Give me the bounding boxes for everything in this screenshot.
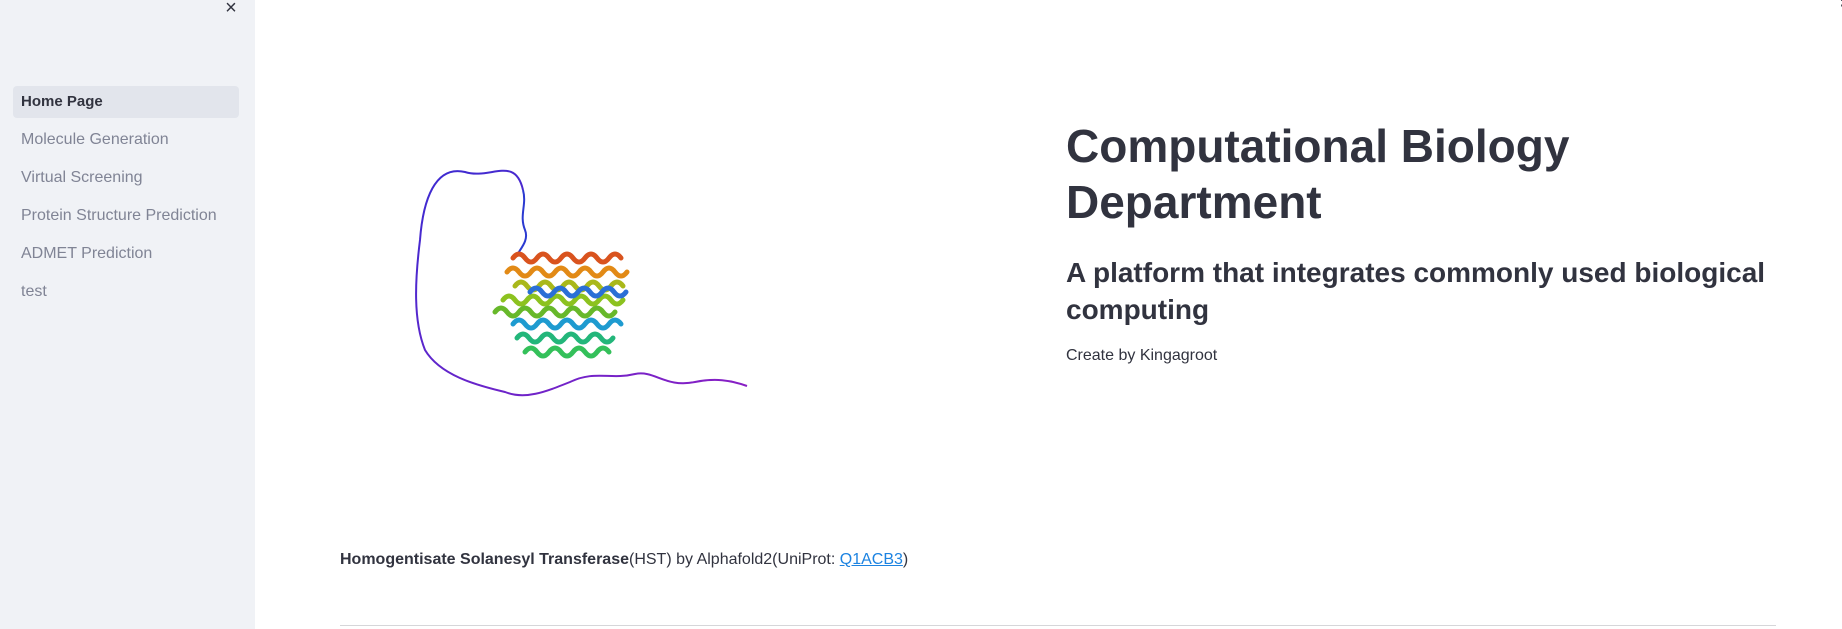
sidebar-item-admet-prediction[interactable]: ADMET Prediction [21,245,153,262]
image-caption: Homogentisate Solanesyl Transferase(HST)… [340,551,908,569]
sidebar-nav: Home Page Molecule Generation Virtual Sc… [13,86,239,314]
page-title: Computational Biology Department [1066,120,1570,228]
protein-ribbon-graphic [415,169,748,397]
coil-upper [516,189,527,256]
coil-loop [415,169,748,397]
caption-end: ) [902,551,909,568]
page-subtitle: A platform that integrates commonly used… [1066,257,1766,325]
sidebar-item-protein-structure-prediction[interactable]: Protein Structure Prediction [21,207,217,224]
helix-bundle [492,251,630,359]
sidebar-item-molecule-generation[interactable]: Molecule Generation [21,131,169,148]
close-icon[interactable]: × [225,0,237,19]
sidebar-item-virtual-screening[interactable]: Virtual Screening [21,169,143,186]
caption-text: (HST) by Alphafold2(UniProt: [629,551,840,568]
sidebar-item-home-page[interactable]: Home Page [13,86,239,118]
divider [340,625,1776,626]
uniprot-link[interactable]: Q1ACB3 [839,551,903,568]
protein-structure-image [395,160,775,430]
caption-protein-name: Homogentisate Solanesyl Transferase [340,551,629,568]
main-menu-icon[interactable]: ⋮ [1834,0,1842,9]
creator-text: Create by Kingagroot [1066,347,1218,364]
sidebar: × Home Page Molecule Generation Virtual … [0,0,255,629]
sidebar-item-test[interactable]: test [21,283,47,300]
